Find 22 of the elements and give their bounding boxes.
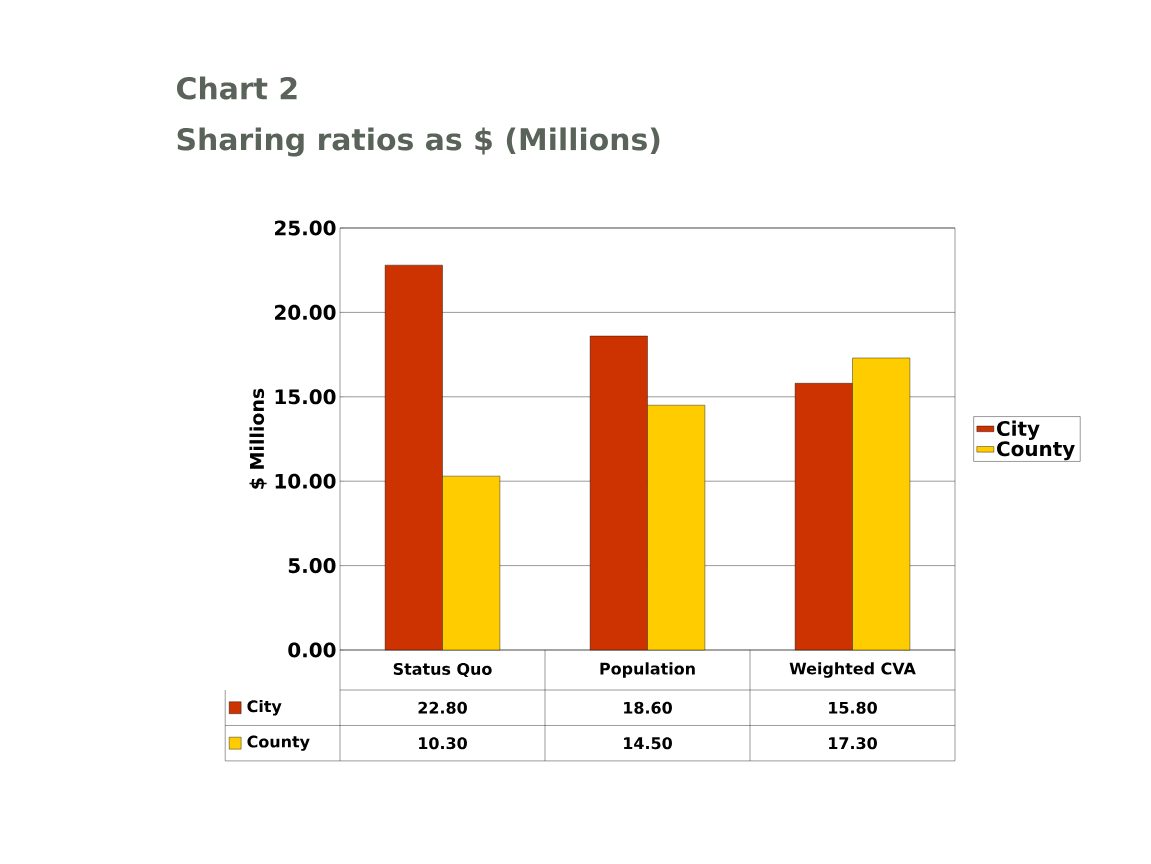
y-tick-label: 25.00 [275, 220, 336, 236]
y-tick-label: 20.00 [275, 304, 336, 320]
chart-title: Chart 2 [177, 76, 297, 100]
text: County [247, 735, 310, 751]
y-tick-label: 10.00 [275, 473, 336, 489]
y-tick-label: 15.00 [275, 389, 336, 405]
y-tick-label: 0.00 [288, 642, 336, 658]
x-tick-label: Population [600, 662, 695, 678]
data-label: 22.80 [418, 701, 467, 714]
data-label: 17.30 [829, 737, 877, 750]
data-label: 15.80 [829, 701, 877, 714]
legend-label: County [997, 441, 1075, 461]
data-label: 10.30 [419, 737, 467, 750]
chart-subtitle: Sharing ratios as $ (Millions) [177, 127, 660, 157]
data-label: 14.50 [624, 737, 672, 750]
y-axis-title: $ Millions [249, 388, 267, 489]
x-tick-label: Weighted CVA [789, 662, 916, 678]
y-tick-label: 5.00 [288, 558, 336, 574]
text: City [997, 420, 1040, 440]
x-tick-label: Status Quo [393, 662, 492, 678]
data-label: 18.60 [624, 701, 672, 714]
legend-label: City [247, 699, 282, 716]
